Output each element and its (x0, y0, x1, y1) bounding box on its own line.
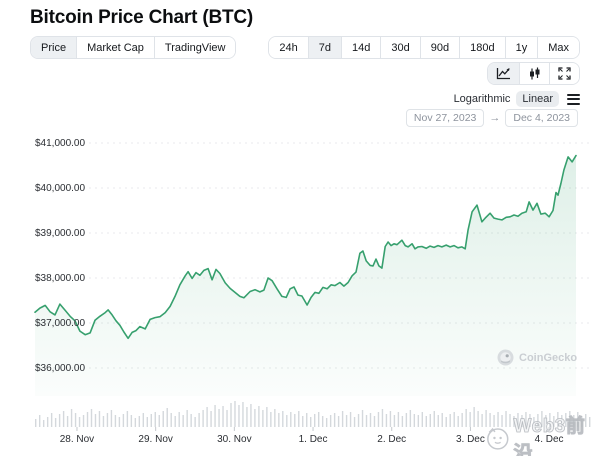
tab-price[interactable]: Price (31, 37, 77, 58)
price-line (34, 154, 577, 340)
range-24h[interactable]: 24h (269, 37, 308, 58)
chart-type-buttons (487, 62, 580, 85)
candlestick-icon-button[interactable] (519, 63, 549, 84)
y-axis-label-39000: $39,000.00 (35, 228, 86, 239)
x-axis-label-28-nov: 28. Nov (59, 434, 95, 445)
y-axis-label-37000: $37,000.00 (35, 318, 86, 329)
x-axis-label-2-dec: 2. Dec (377, 434, 407, 445)
range-90d[interactable]: 90d (419, 37, 460, 58)
range-30d[interactable]: 30d (380, 37, 420, 58)
menu-icon[interactable] (567, 92, 580, 106)
coingecko-logo-icon (497, 349, 514, 366)
y-axis-label-41000: $41,000.00 (35, 138, 86, 149)
scale-toggle: Logarithmic Linear (448, 90, 580, 108)
range-1y[interactable]: 1y (504, 37, 538, 58)
volume-bars (35, 401, 591, 427)
logarithmic-option[interactable]: Logarithmic (453, 93, 511, 105)
page-title: Bitcoin Price Chart (BTC) (30, 7, 254, 28)
x-axis-label-29-nov: 29. Nov (138, 434, 173, 445)
x-axis-label-3-dec: 3. Dec (455, 434, 485, 445)
x-axis-ticks (76, 427, 550, 431)
coingecko-watermark-text: CoinGecko (519, 351, 578, 364)
time-range-buttons: 24h 7d 14d 30d 90d 180d 1y Max (268, 36, 580, 59)
x-axis-label-4-dec: 4. Dec (534, 434, 564, 445)
line-chart-icon-button[interactable] (488, 63, 519, 84)
y-axis-label-40000: $40,000.00 (35, 183, 86, 194)
price-area-fill (35, 155, 576, 396)
date-range-picker: Nov 27, 2023 → Dec 4, 2023 (405, 109, 578, 127)
price-marketcap-tabs: Price Market Cap TradingView (30, 36, 237, 59)
date-to-input[interactable]: Dec 4, 2023 (505, 109, 578, 127)
fullscreen-icon-button[interactable] (549, 63, 579, 84)
range-max[interactable]: Max (537, 37, 579, 58)
linear-option[interactable]: Linear (516, 91, 559, 107)
arrow-right-icon: → (489, 112, 501, 124)
coingecko-watermark: CoinGecko (497, 349, 577, 366)
range-14d[interactable]: 14d (341, 37, 381, 58)
y-axis-label-36000: $36,000.00 (35, 363, 86, 374)
range-180d[interactable]: 180d (459, 37, 505, 58)
tab-tradingview[interactable]: TradingView (153, 37, 236, 58)
x-axis-label-30-nov: 30. Nov (217, 434, 252, 445)
range-7d[interactable]: 7d (307, 37, 342, 58)
x-axis-label-1-dec: 1. Dec (298, 434, 328, 445)
date-from-input[interactable]: Nov 27, 2023 (405, 109, 485, 127)
y-axis-label-38000: $38,000.00 (35, 273, 86, 284)
tab-market-cap[interactable]: Market Cap (76, 37, 154, 58)
